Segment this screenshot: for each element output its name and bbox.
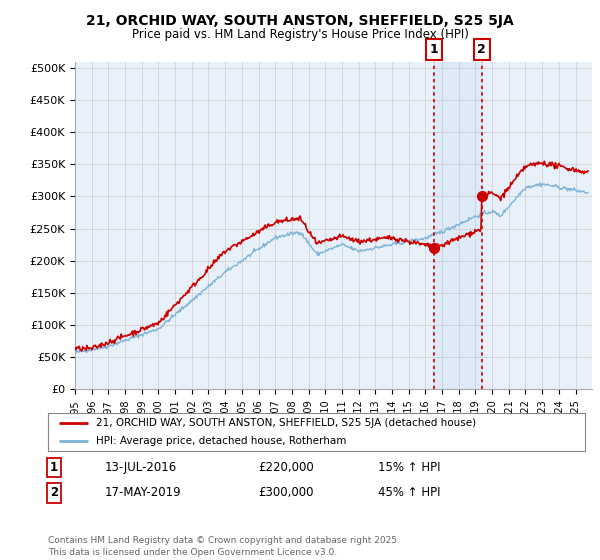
- Text: £300,000: £300,000: [258, 486, 314, 500]
- Text: Contains HM Land Registry data © Crown copyright and database right 2025.
This d: Contains HM Land Registry data © Crown c…: [48, 536, 400, 557]
- Text: HPI: Average price, detached house, Rotherham: HPI: Average price, detached house, Roth…: [97, 436, 347, 446]
- Bar: [434, 62, 482, 389]
- Text: 21, ORCHID WAY, SOUTH ANSTON, SHEFFIELD, S25 5JA: 21, ORCHID WAY, SOUTH ANSTON, SHEFFIELD,…: [86, 14, 514, 28]
- Text: 15% ↑ HPI: 15% ↑ HPI: [378, 461, 440, 474]
- Text: Price paid vs. HM Land Registry's House Price Index (HPI): Price paid vs. HM Land Registry's House …: [131, 28, 469, 41]
- Text: 1: 1: [50, 461, 58, 474]
- Text: 45% ↑ HPI: 45% ↑ HPI: [378, 486, 440, 500]
- Text: 13-JUL-2016: 13-JUL-2016: [105, 461, 177, 474]
- Text: 21, ORCHID WAY, SOUTH ANSTON, SHEFFIELD, S25 5JA (detached house): 21, ORCHID WAY, SOUTH ANSTON, SHEFFIELD,…: [97, 418, 476, 428]
- Text: 2: 2: [478, 43, 486, 56]
- Text: £220,000: £220,000: [258, 461, 314, 474]
- Text: 1: 1: [430, 43, 439, 56]
- Text: 17-MAY-2019: 17-MAY-2019: [105, 486, 182, 500]
- Text: 2: 2: [50, 486, 58, 500]
